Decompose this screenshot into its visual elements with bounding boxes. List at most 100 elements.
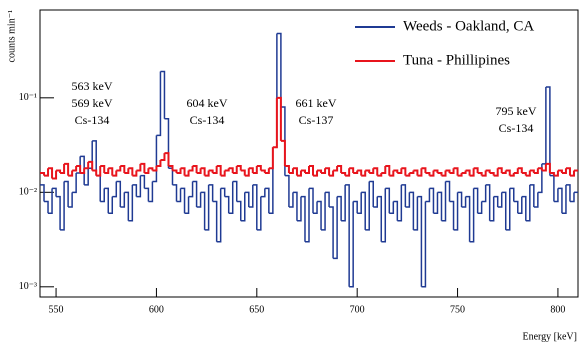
histogram-bin bbox=[401, 167, 407, 176]
histogram-bin bbox=[168, 167, 174, 185]
histogram-bin bbox=[505, 188, 511, 231]
histogram-bin bbox=[224, 168, 230, 172]
histogram-bin bbox=[509, 173, 515, 177]
histogram-bin bbox=[64, 180, 69, 207]
histogram-bin bbox=[481, 184, 487, 203]
histogram-bin bbox=[236, 200, 242, 221]
histogram-bin bbox=[172, 169, 178, 174]
histogram-bin bbox=[377, 195, 383, 242]
histogram-bin bbox=[264, 187, 270, 214]
histogram-bin bbox=[489, 172, 495, 176]
histogram-bin bbox=[132, 184, 138, 197]
histogram-bin bbox=[417, 195, 423, 287]
histogram-bin bbox=[232, 180, 238, 202]
histogram-bin bbox=[52, 187, 57, 197]
histogram-bin bbox=[40, 184, 45, 202]
histogram-bin bbox=[417, 168, 423, 177]
histogram-bin bbox=[84, 168, 89, 186]
histogram-bin bbox=[284, 164, 290, 174]
histogram-bin bbox=[421, 201, 427, 288]
histogram-bin bbox=[429, 170, 435, 177]
annotation: Cs-134 bbox=[190, 113, 225, 127]
histogram-bin bbox=[397, 184, 403, 222]
histogram-bin bbox=[140, 162, 146, 174]
histogram-bin bbox=[389, 170, 395, 177]
histogram-bin bbox=[461, 196, 467, 208]
histogram-bin bbox=[164, 152, 170, 166]
annotation: 604 keV bbox=[187, 96, 228, 110]
annotation: Cs-137 bbox=[299, 113, 334, 127]
histogram-bin bbox=[172, 184, 178, 202]
histogram-bin bbox=[280, 139, 286, 166]
histogram-bin bbox=[441, 181, 447, 222]
histogram-bin bbox=[393, 169, 399, 174]
histogram-bin bbox=[292, 167, 298, 176]
histogram-bin bbox=[449, 200, 455, 230]
histogram-bin bbox=[296, 196, 302, 222]
histogram-bin bbox=[116, 165, 122, 172]
histogram-bin bbox=[156, 159, 162, 167]
histogram-bin bbox=[268, 147, 274, 170]
histogram-bin bbox=[533, 192, 539, 208]
histogram-bin bbox=[120, 164, 126, 174]
histogram-bin bbox=[389, 201, 395, 215]
histogram-bin bbox=[493, 195, 499, 207]
histogram-bin bbox=[104, 187, 110, 214]
legend-label: Tuna - Phillipines bbox=[403, 52, 510, 68]
histogram-bin bbox=[529, 184, 535, 207]
histogram-bin bbox=[272, 97, 278, 149]
histogram-bin bbox=[561, 168, 567, 175]
histogram-bin bbox=[196, 192, 202, 208]
histogram-bin bbox=[296, 170, 302, 177]
histogram-bin bbox=[441, 170, 447, 177]
histogram-bin bbox=[365, 181, 370, 231]
histogram-bin bbox=[148, 181, 154, 203]
histogram-bin bbox=[220, 170, 226, 177]
histogram-bin bbox=[264, 168, 270, 175]
histogram-bin bbox=[325, 167, 331, 176]
histogram-bin bbox=[553, 170, 559, 177]
histogram-bin bbox=[216, 188, 222, 243]
histogram-bin bbox=[321, 168, 327, 175]
histogram-bin bbox=[212, 165, 218, 175]
histogram-bin bbox=[329, 170, 335, 177]
histogram-bin bbox=[349, 167, 355, 174]
histogram-bin bbox=[341, 184, 346, 222]
histogram-bin bbox=[184, 196, 190, 215]
histogram-bin bbox=[240, 192, 246, 222]
histogram-bin bbox=[164, 118, 170, 169]
histogram-bin bbox=[317, 200, 322, 230]
histogram-bin bbox=[313, 170, 319, 177]
histogram-bin bbox=[485, 184, 491, 221]
histogram-bin bbox=[196, 168, 202, 175]
histogram-bin bbox=[541, 87, 547, 165]
histogram-bin bbox=[256, 196, 262, 231]
histogram-bin bbox=[453, 192, 459, 231]
histogram-bin bbox=[68, 192, 73, 208]
histogram-bin bbox=[437, 172, 443, 176]
histogram-bin bbox=[276, 96, 282, 141]
histogram-bin bbox=[260, 188, 266, 198]
histogram-bin bbox=[104, 168, 110, 175]
histogram-bin bbox=[152, 135, 158, 183]
histogram-bin bbox=[493, 168, 499, 177]
histogram-bin bbox=[521, 195, 527, 221]
annotation: Cs-134 bbox=[499, 121, 534, 135]
histogram-bin bbox=[260, 169, 266, 174]
histogram-bin bbox=[208, 184, 214, 202]
histogram-bin bbox=[469, 168, 475, 177]
histogram-bin bbox=[60, 181, 65, 231]
histogram-bin bbox=[236, 164, 242, 171]
histogram-bin bbox=[425, 172, 431, 176]
histogram-bin bbox=[56, 195, 61, 230]
histogram-bin bbox=[92, 140, 97, 176]
histogram-bin bbox=[569, 170, 575, 177]
histogram-bin bbox=[244, 191, 250, 207]
histogram-bin bbox=[421, 167, 427, 174]
histogram-bin bbox=[60, 163, 66, 175]
histogram-bin bbox=[545, 162, 551, 174]
histogram-bin bbox=[413, 169, 419, 176]
histogram-bin bbox=[168, 164, 174, 171]
histogram-bin bbox=[136, 175, 142, 198]
histogram-bin bbox=[537, 163, 543, 194]
